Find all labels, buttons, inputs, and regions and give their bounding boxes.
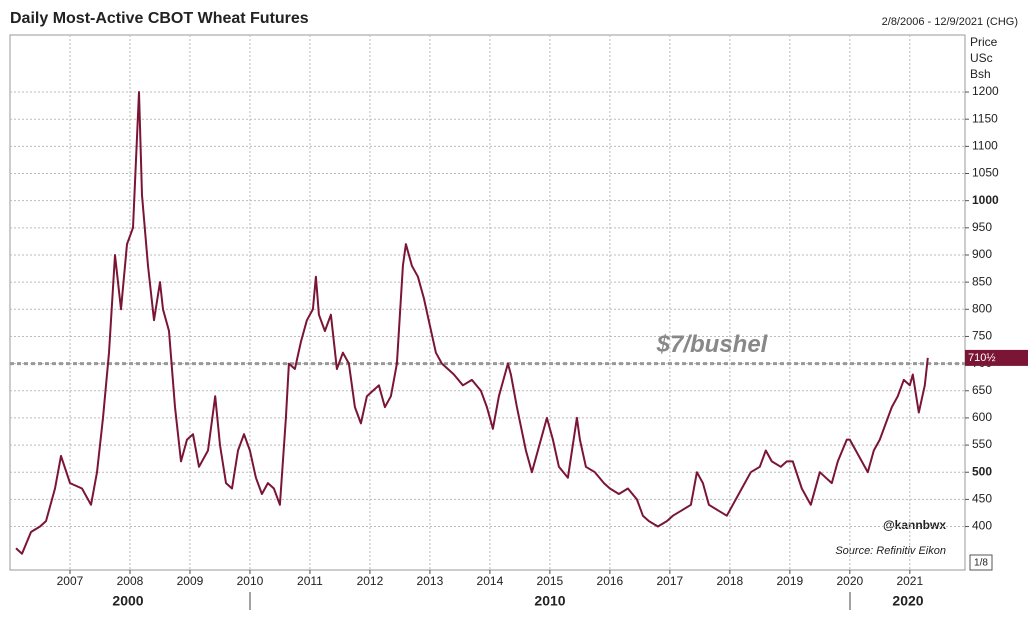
y-axis-label: USc bbox=[970, 51, 993, 65]
y-tick-label: 1050 bbox=[972, 166, 999, 180]
y-tick-label: 800 bbox=[972, 301, 992, 315]
decade-label: 2000 bbox=[112, 593, 143, 609]
source: Source: Refinitiv Eikon bbox=[835, 545, 946, 557]
handle: @kannbwx bbox=[883, 518, 946, 532]
y-axis-label: Price bbox=[970, 35, 998, 49]
y-tick-label: 900 bbox=[972, 247, 992, 261]
x-tick-label: 2013 bbox=[417, 574, 444, 588]
x-tick-label: 2008 bbox=[117, 574, 144, 588]
tick-unit: 1/8 bbox=[974, 558, 988, 569]
x-tick-label: 2011 bbox=[297, 574, 323, 588]
y-tick-label: 1100 bbox=[972, 139, 998, 153]
y-tick-label: 600 bbox=[972, 410, 992, 424]
x-tick-label: 2012 bbox=[357, 574, 384, 588]
reference-label: $7/bushel bbox=[656, 331, 769, 358]
x-tick-label: 2015 bbox=[537, 574, 564, 588]
y-tick-label: 500 bbox=[972, 464, 992, 478]
tick-unit-box bbox=[969, 554, 993, 571]
y-tick-label: 1200 bbox=[972, 84, 999, 98]
last-price-label: 710½ bbox=[968, 352, 996, 364]
y-tick-label: 450 bbox=[972, 492, 992, 506]
x-tick-label: 2014 bbox=[477, 574, 504, 588]
y-tick-label: 400 bbox=[972, 519, 992, 533]
x-tick-label: 2009 bbox=[177, 574, 204, 588]
x-tick-label: 2018 bbox=[716, 574, 743, 588]
y-tick-label: 650 bbox=[972, 383, 992, 397]
y-axis-label: Bsh bbox=[970, 67, 991, 81]
price-line bbox=[15, 91, 929, 555]
x-tick-label: 2007 bbox=[57, 574, 84, 588]
x-tick-label: 2020 bbox=[836, 574, 863, 588]
y-tick-label: 950 bbox=[972, 220, 992, 234]
x-tick-label: 2010 bbox=[237, 574, 264, 588]
y-tick-label: 1150 bbox=[972, 111, 998, 125]
y-tick-label: 850 bbox=[972, 274, 992, 288]
x-tick-label: 2016 bbox=[597, 574, 624, 588]
last-price-box bbox=[965, 349, 1028, 366]
plot-frame bbox=[9, 34, 966, 571]
y-tick-label: 1000 bbox=[972, 193, 999, 207]
x-tick-label: 2019 bbox=[776, 574, 803, 588]
y-tick-label: 750 bbox=[972, 329, 992, 343]
y-tick-label: 550 bbox=[972, 437, 992, 451]
date-range: 2/8/2006 - 12/9/2021 (CHG) bbox=[882, 16, 1018, 28]
decade-label: 2020 bbox=[892, 593, 923, 609]
x-tick-label: 2017 bbox=[657, 574, 684, 588]
decade-label: 2010 bbox=[534, 593, 565, 609]
x-tick-label: 2021 bbox=[896, 574, 923, 588]
chart-title: Daily Most-Active CBOT Wheat Futures bbox=[10, 10, 309, 27]
